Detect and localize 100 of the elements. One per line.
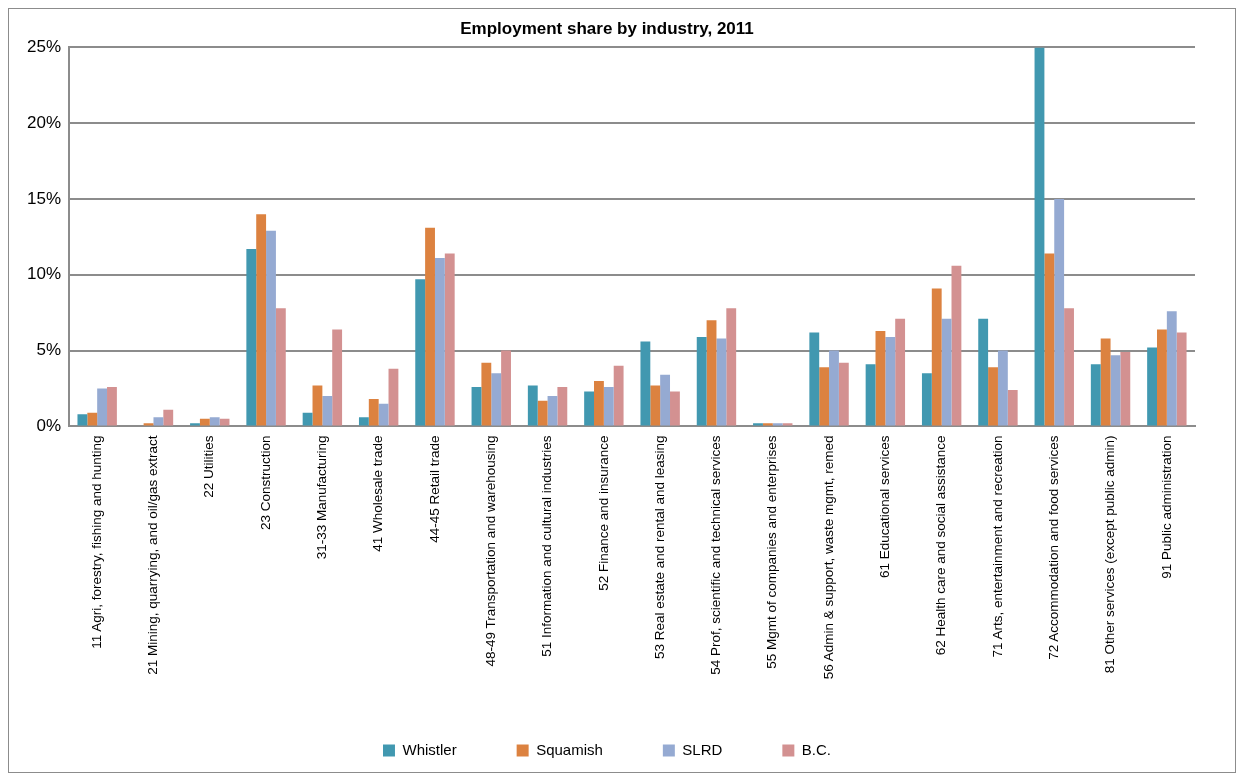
y-tick-label: 0% bbox=[36, 416, 62, 436]
bar bbox=[501, 350, 511, 426]
y-tick-label: 20% bbox=[26, 112, 62, 132]
x-tick-label: 55 Mgmt of companies and enterprises bbox=[764, 435, 780, 669]
bar bbox=[594, 380, 604, 426]
bar bbox=[809, 332, 820, 426]
legend-label: SLRD bbox=[682, 740, 723, 758]
bar bbox=[358, 417, 369, 426]
bar bbox=[1147, 347, 1157, 426]
bar bbox=[527, 385, 538, 426]
bar bbox=[921, 373, 932, 426]
bar bbox=[1120, 352, 1131, 426]
x-tick-label: 44-45 Retail trade bbox=[426, 435, 442, 543]
bar bbox=[716, 338, 727, 426]
bar bbox=[209, 417, 220, 426]
y-tick-label: 15% bbox=[26, 188, 62, 208]
bar bbox=[471, 386, 482, 426]
bar bbox=[865, 364, 876, 426]
bar bbox=[275, 308, 286, 426]
bar bbox=[491, 373, 502, 426]
x-tick-label: 91 Public administration bbox=[1158, 435, 1174, 579]
bar bbox=[1064, 308, 1074, 426]
bar bbox=[444, 253, 455, 426]
bar bbox=[988, 367, 998, 426]
bar bbox=[1044, 253, 1055, 426]
bar bbox=[1090, 364, 1101, 426]
bar bbox=[1157, 329, 1167, 426]
bar bbox=[107, 386, 117, 426]
bar bbox=[819, 367, 830, 426]
bar bbox=[434, 258, 445, 426]
bar bbox=[613, 365, 624, 426]
bar bbox=[302, 412, 313, 426]
x-tick-label: 54 Prof, scientific and technical services bbox=[708, 435, 724, 675]
chart-title: Employment share by industry, 2011 bbox=[460, 18, 754, 38]
bar bbox=[332, 329, 343, 426]
bar bbox=[584, 391, 595, 426]
y-tick-label: 5% bbox=[36, 340, 62, 360]
y-tick-label: 25% bbox=[26, 37, 62, 57]
bar bbox=[266, 230, 276, 426]
x-tick-label: 51 Information and cultural industries bbox=[539, 435, 555, 657]
bar bbox=[1100, 338, 1111, 426]
bar bbox=[256, 214, 267, 426]
x-tick-label: 62 Health care and social assistance bbox=[933, 435, 949, 656]
legend-label: B.C. bbox=[801, 740, 832, 758]
bar bbox=[97, 388, 108, 426]
bar bbox=[153, 417, 164, 426]
x-tick-label: 52 Finance and insurance bbox=[595, 435, 611, 591]
bar bbox=[1110, 355, 1121, 426]
bar bbox=[706, 320, 717, 426]
bar bbox=[1166, 311, 1177, 426]
bar bbox=[762, 423, 773, 426]
bar bbox=[388, 368, 399, 426]
bar bbox=[77, 414, 88, 426]
bar bbox=[951, 265, 962, 426]
bar bbox=[753, 423, 763, 426]
bar bbox=[772, 423, 783, 426]
bar bbox=[246, 249, 257, 426]
bar bbox=[537, 400, 548, 426]
x-tick-label: 53 Real estate and rental and leasing bbox=[651, 435, 667, 660]
bar bbox=[726, 308, 737, 426]
bar bbox=[978, 318, 989, 426]
bar bbox=[829, 350, 839, 426]
bar bbox=[547, 396, 558, 426]
x-tick-label: 21 Mining, quarrying, and oil/gas extract bbox=[145, 435, 161, 675]
bar bbox=[190, 423, 200, 426]
bar bbox=[368, 399, 379, 426]
bar bbox=[312, 385, 323, 426]
bar bbox=[425, 227, 435, 426]
x-tick-label: 11 Agri, forestry, fishing and hunting bbox=[88, 435, 104, 649]
bar bbox=[782, 423, 793, 426]
bar bbox=[885, 336, 896, 426]
bar bbox=[997, 350, 1008, 426]
x-tick-label: 22 Utilities bbox=[201, 435, 217, 498]
bar bbox=[415, 279, 426, 426]
bar bbox=[481, 362, 492, 426]
x-tick-label: 81 Other services (except public admin) bbox=[1102, 435, 1118, 674]
bar bbox=[603, 386, 614, 426]
bar bbox=[931, 288, 942, 426]
bar bbox=[199, 418, 210, 426]
x-tick-label: 61 Educational services bbox=[877, 435, 893, 578]
bar bbox=[941, 318, 952, 426]
bar bbox=[1007, 390, 1018, 426]
bar bbox=[1054, 199, 1065, 426]
bar bbox=[1176, 332, 1187, 426]
bar bbox=[670, 391, 680, 426]
bar bbox=[1034, 47, 1045, 426]
x-tick-label: 41 Wholesale trade bbox=[370, 435, 386, 552]
y-tick-label: 10% bbox=[26, 264, 62, 284]
legend-label: Whistler bbox=[402, 740, 457, 758]
bar bbox=[660, 374, 671, 426]
bar bbox=[895, 318, 906, 426]
bar bbox=[557, 386, 568, 426]
x-tick-label: 56 Admin & support, waste mgmt, remed bbox=[820, 435, 836, 680]
x-tick-label: 48-49 Transportation and warehousing bbox=[482, 435, 498, 667]
bar bbox=[650, 385, 661, 426]
bar bbox=[378, 403, 389, 426]
x-tick-label: 23 Construction bbox=[257, 435, 273, 530]
bar bbox=[838, 362, 849, 426]
bar bbox=[640, 341, 651, 426]
bar bbox=[87, 412, 98, 426]
